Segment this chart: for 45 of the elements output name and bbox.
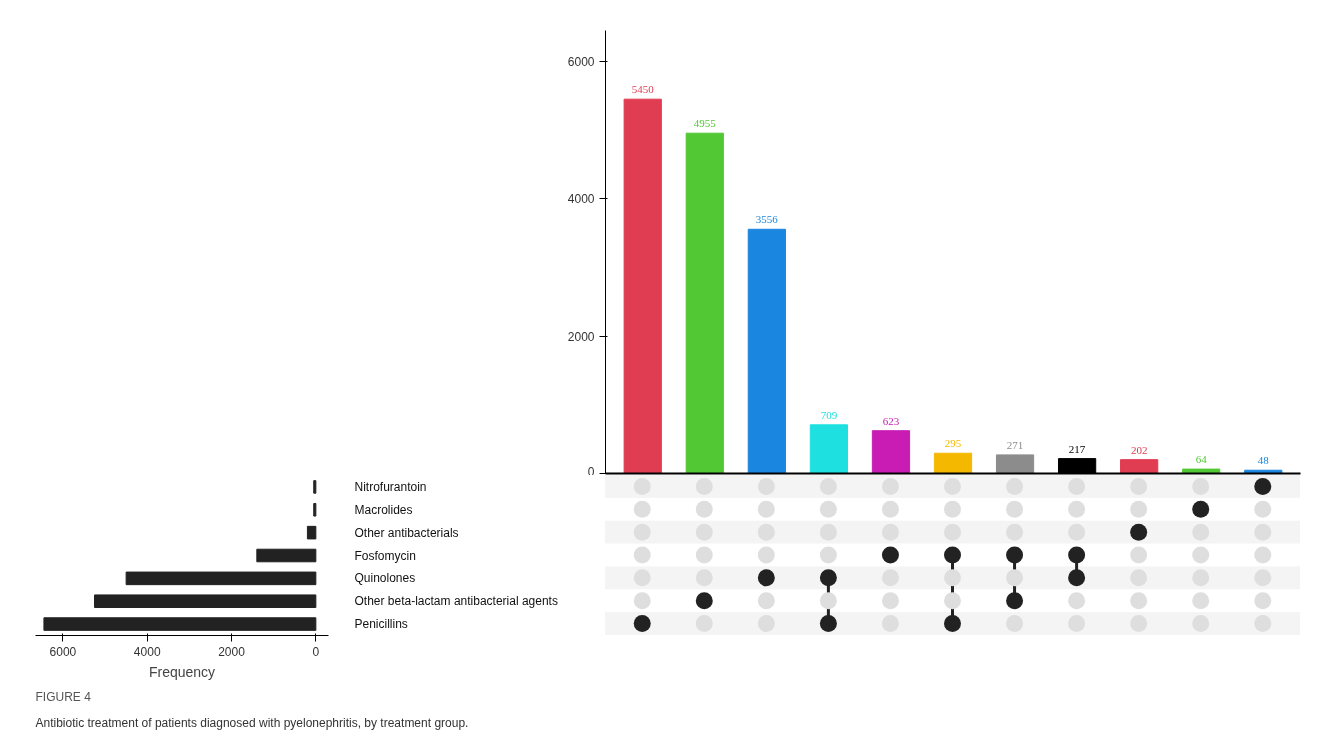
bar	[1182, 468, 1221, 474]
x-tick-label: 6000	[49, 644, 77, 659]
bar	[871, 430, 911, 474]
data-label: 623	[882, 414, 900, 427]
bar	[94, 594, 317, 608]
y-tick-label: Other beta-lactam antibacterial agents	[354, 594, 558, 609]
x-tick-label: 2000	[218, 644, 246, 659]
bar	[685, 132, 724, 474]
bar	[313, 480, 317, 494]
bar	[306, 525, 317, 540]
data-label: 709	[820, 408, 838, 421]
data-label: 271	[1006, 438, 1024, 451]
bar	[747, 228, 786, 474]
bar	[1120, 459, 1159, 474]
bar	[43, 617, 317, 631]
y-tick-label: Penicillins	[354, 617, 408, 632]
x-axis-title: Frequency	[148, 663, 216, 680]
y-tick-label: 0	[587, 464, 595, 479]
caption: FIGURE 4	[35, 689, 92, 704]
y-tick-label: Macrolides	[354, 502, 413, 517]
data-label: 3556	[755, 213, 779, 226]
x-tick-label: 0	[312, 644, 320, 659]
bar	[125, 571, 317, 586]
bar	[809, 424, 849, 474]
data-label: 4955	[693, 117, 717, 130]
data-label: 64	[1195, 453, 1208, 466]
y-tick-label: Quinolones	[354, 571, 416, 586]
data-label: 295	[944, 437, 962, 450]
y-tick-label: 2000	[567, 329, 595, 344]
y-tick-label: 4000	[567, 192, 595, 207]
y-tick-label: Fosfomycin	[354, 548, 416, 563]
data-label: 202	[1130, 443, 1148, 456]
data-label: 217	[1068, 442, 1086, 455]
bar	[256, 548, 317, 563]
y-tick-label: 6000	[567, 54, 595, 69]
x-tick-label: 4000	[133, 644, 161, 659]
bar	[995, 454, 1035, 474]
data-label: 48	[1257, 454, 1270, 467]
text: Antibiotic treatment of patients diagnosed with pyelonephritis, by treatment group.	[35, 715, 469, 730]
bar	[313, 503, 317, 517]
y-tick-label: Other antibacterials	[354, 525, 459, 540]
bar	[933, 452, 973, 474]
data-label: 5450	[631, 83, 655, 96]
bar	[623, 98, 662, 474]
y-tick-label: Nitrofurantoin	[354, 479, 427, 494]
